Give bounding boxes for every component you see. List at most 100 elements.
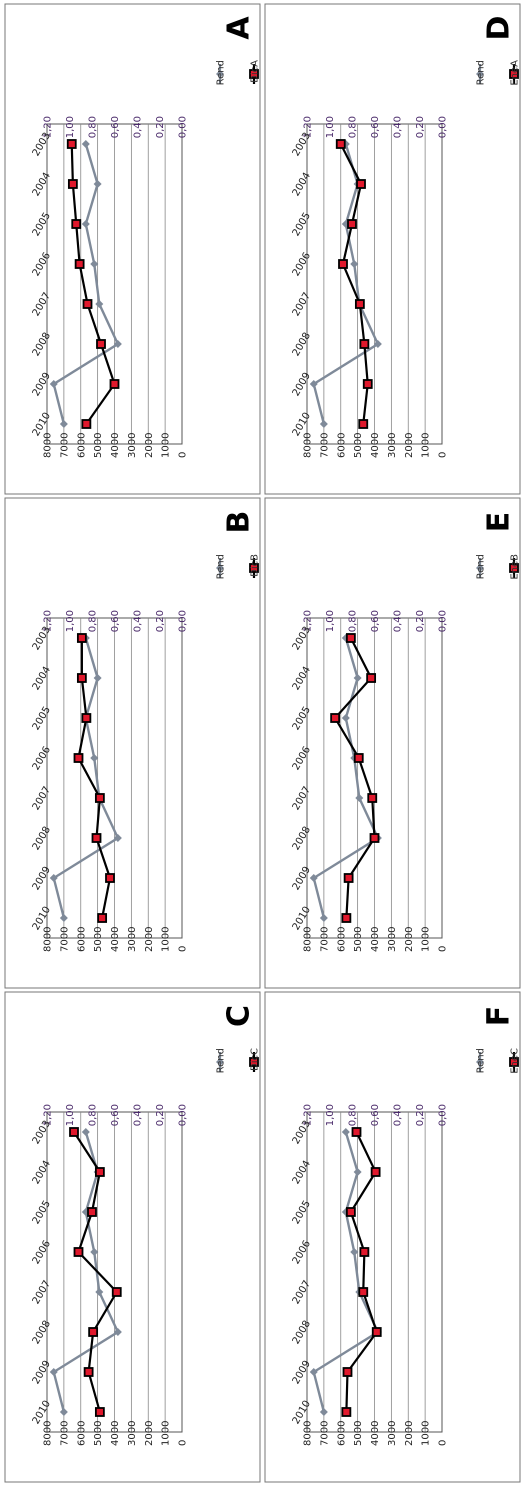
left-axis-tick-label: 0 — [438, 452, 449, 458]
point-dicc — [73, 1247, 84, 1257]
left-axis-tick-label: 2000 — [144, 1421, 155, 1446]
left-axis-tick-label: 1000 — [421, 1421, 432, 1446]
panel-e: 0 1000 2000 3000 4000 5000 6000 7000 8000 0,00 0,2… — [264, 497, 521, 989]
point-dica — [71, 219, 82, 229]
right-axis-tick-label: 0,80 — [88, 610, 99, 632]
left-axis-tick-label: 5000 — [93, 927, 104, 952]
panel-f: 0 1000 2000 3000 4000 5000 6000 7000 8000 0,00 0,2… — [264, 991, 521, 1483]
left-axis-tick-label: 6000 — [76, 927, 87, 952]
right-axis-tick-label: 0,00 — [178, 116, 189, 138]
point-enec — [371, 1327, 382, 1337]
series-line-eneb — [333, 637, 376, 919]
point-rend — [309, 1368, 318, 1376]
point-dica — [81, 419, 92, 429]
point-dicb — [105, 873, 115, 883]
point-dica — [96, 339, 106, 349]
point-dicc — [87, 1207, 97, 1217]
right-axis-tick-label: 0,60 — [370, 1104, 381, 1126]
left-axis-tick-label: 4000 — [110, 1421, 121, 1446]
left-axis-tick-label: 1000 — [161, 927, 172, 952]
series-line-rend — [52, 143, 120, 425]
point-enea — [335, 139, 346, 149]
point-enec — [359, 1247, 370, 1257]
left-axis-tick-label: 0 — [438, 1440, 449, 1446]
left-axis-tick-label: 6000 — [76, 1421, 87, 1446]
right-axis-tick-label: 1,20 — [43, 610, 54, 632]
point-dicc — [111, 1287, 122, 1297]
left-axis-tick-label: 2000 — [404, 1421, 415, 1446]
right-axis-tick-label: 0,20 — [155, 116, 166, 138]
legend-label-dica: DicA — [250, 60, 261, 83]
legend-marker-dicc — [249, 1057, 259, 1067]
point-rend — [350, 1248, 359, 1256]
left-axis-tick-label: 5000 — [93, 1421, 104, 1446]
right-axis-tick-label: 1,20 — [303, 610, 314, 632]
point-rend — [93, 674, 102, 682]
point-dicc — [69, 1127, 79, 1137]
left-axis-tick-label: 3000 — [387, 927, 398, 952]
point-rend — [59, 1408, 68, 1416]
series-line-enec — [345, 1131, 378, 1413]
legend-marker-rend — [476, 564, 484, 572]
point-rend — [355, 794, 364, 802]
right-axis-tick-label: 0,40 — [393, 1104, 404, 1126]
series-line-rend — [312, 143, 380, 425]
left-axis-tick-label: 0 — [178, 1440, 189, 1446]
left-axis-tick-label: 3000 — [387, 433, 398, 458]
right-axis-tick-label: 0,60 — [110, 1104, 121, 1126]
right-axis-tick-label: 1,00 — [65, 610, 76, 632]
point-rend — [113, 834, 122, 842]
point-dica — [66, 139, 77, 149]
point-dica — [74, 259, 85, 269]
left-axis-tick-label: 3000 — [387, 1421, 398, 1446]
left-axis-tick-label: 3000 — [127, 927, 138, 952]
point-dica — [82, 299, 93, 309]
point-rend — [350, 260, 359, 268]
legend-label-rend: Rend — [476, 1048, 487, 1073]
right-axis-tick-label: 0,40 — [393, 116, 404, 138]
left-axis-tick-label: 3000 — [127, 433, 138, 458]
point-rend — [373, 340, 382, 348]
panel-letter: C — [222, 1005, 257, 1027]
right-axis-tick-label: 0,80 — [88, 1104, 99, 1126]
legend-marker-eneb — [509, 563, 519, 573]
point-dicc — [83, 1367, 94, 1377]
panel-b: 0 1000 2000 3000 4000 5000 6000 7000 8000 0,00 0,2… — [4, 497, 261, 989]
legend-marker-rend — [476, 70, 484, 78]
right-axis-tick-label: 1,00 — [325, 610, 336, 632]
right-axis-tick-label: 1,20 — [303, 116, 314, 138]
point-rend — [113, 1328, 122, 1336]
left-axis-tick-label: 4000 — [370, 927, 381, 952]
right-axis-tick-label: 0,40 — [133, 116, 144, 138]
point-rend — [93, 180, 102, 188]
point-enec — [345, 1207, 356, 1217]
point-eneb — [341, 913, 352, 923]
legend-label-rend: Rend — [216, 554, 227, 579]
point-eneb — [369, 833, 380, 843]
left-axis-tick-label: 4000 — [110, 433, 121, 458]
left-axis-tick-label: 6000 — [336, 1421, 347, 1446]
series-line-dicc — [73, 1131, 119, 1413]
legend-label-enea: EneA — [510, 60, 521, 86]
right-axis-tick-label: 0,00 — [438, 610, 449, 632]
point-eneb — [353, 753, 364, 763]
point-rend — [49, 874, 58, 882]
point-enea — [356, 179, 366, 189]
left-axis-tick-label: 3000 — [127, 1421, 138, 1446]
left-axis-tick-label: 7000 — [319, 1421, 330, 1446]
point-dicb — [97, 913, 108, 923]
legend-label-dicb: DicB — [250, 554, 261, 577]
right-axis-tick-label: 0,40 — [133, 610, 144, 632]
left-axis-tick-label: 1000 — [421, 433, 432, 458]
panel-letter: D — [482, 16, 517, 41]
left-axis-tick-label: 0 — [438, 946, 449, 952]
point-enec — [342, 1367, 353, 1377]
left-axis-tick-label: 5000 — [93, 433, 104, 458]
point-rend — [113, 340, 122, 348]
point-rend — [90, 754, 99, 762]
left-axis-tick-label: 8000 — [303, 1421, 314, 1446]
left-axis-tick-label: 0 — [178, 946, 189, 952]
point-enea — [338, 259, 348, 269]
right-axis-tick-label: 0,60 — [110, 610, 121, 632]
